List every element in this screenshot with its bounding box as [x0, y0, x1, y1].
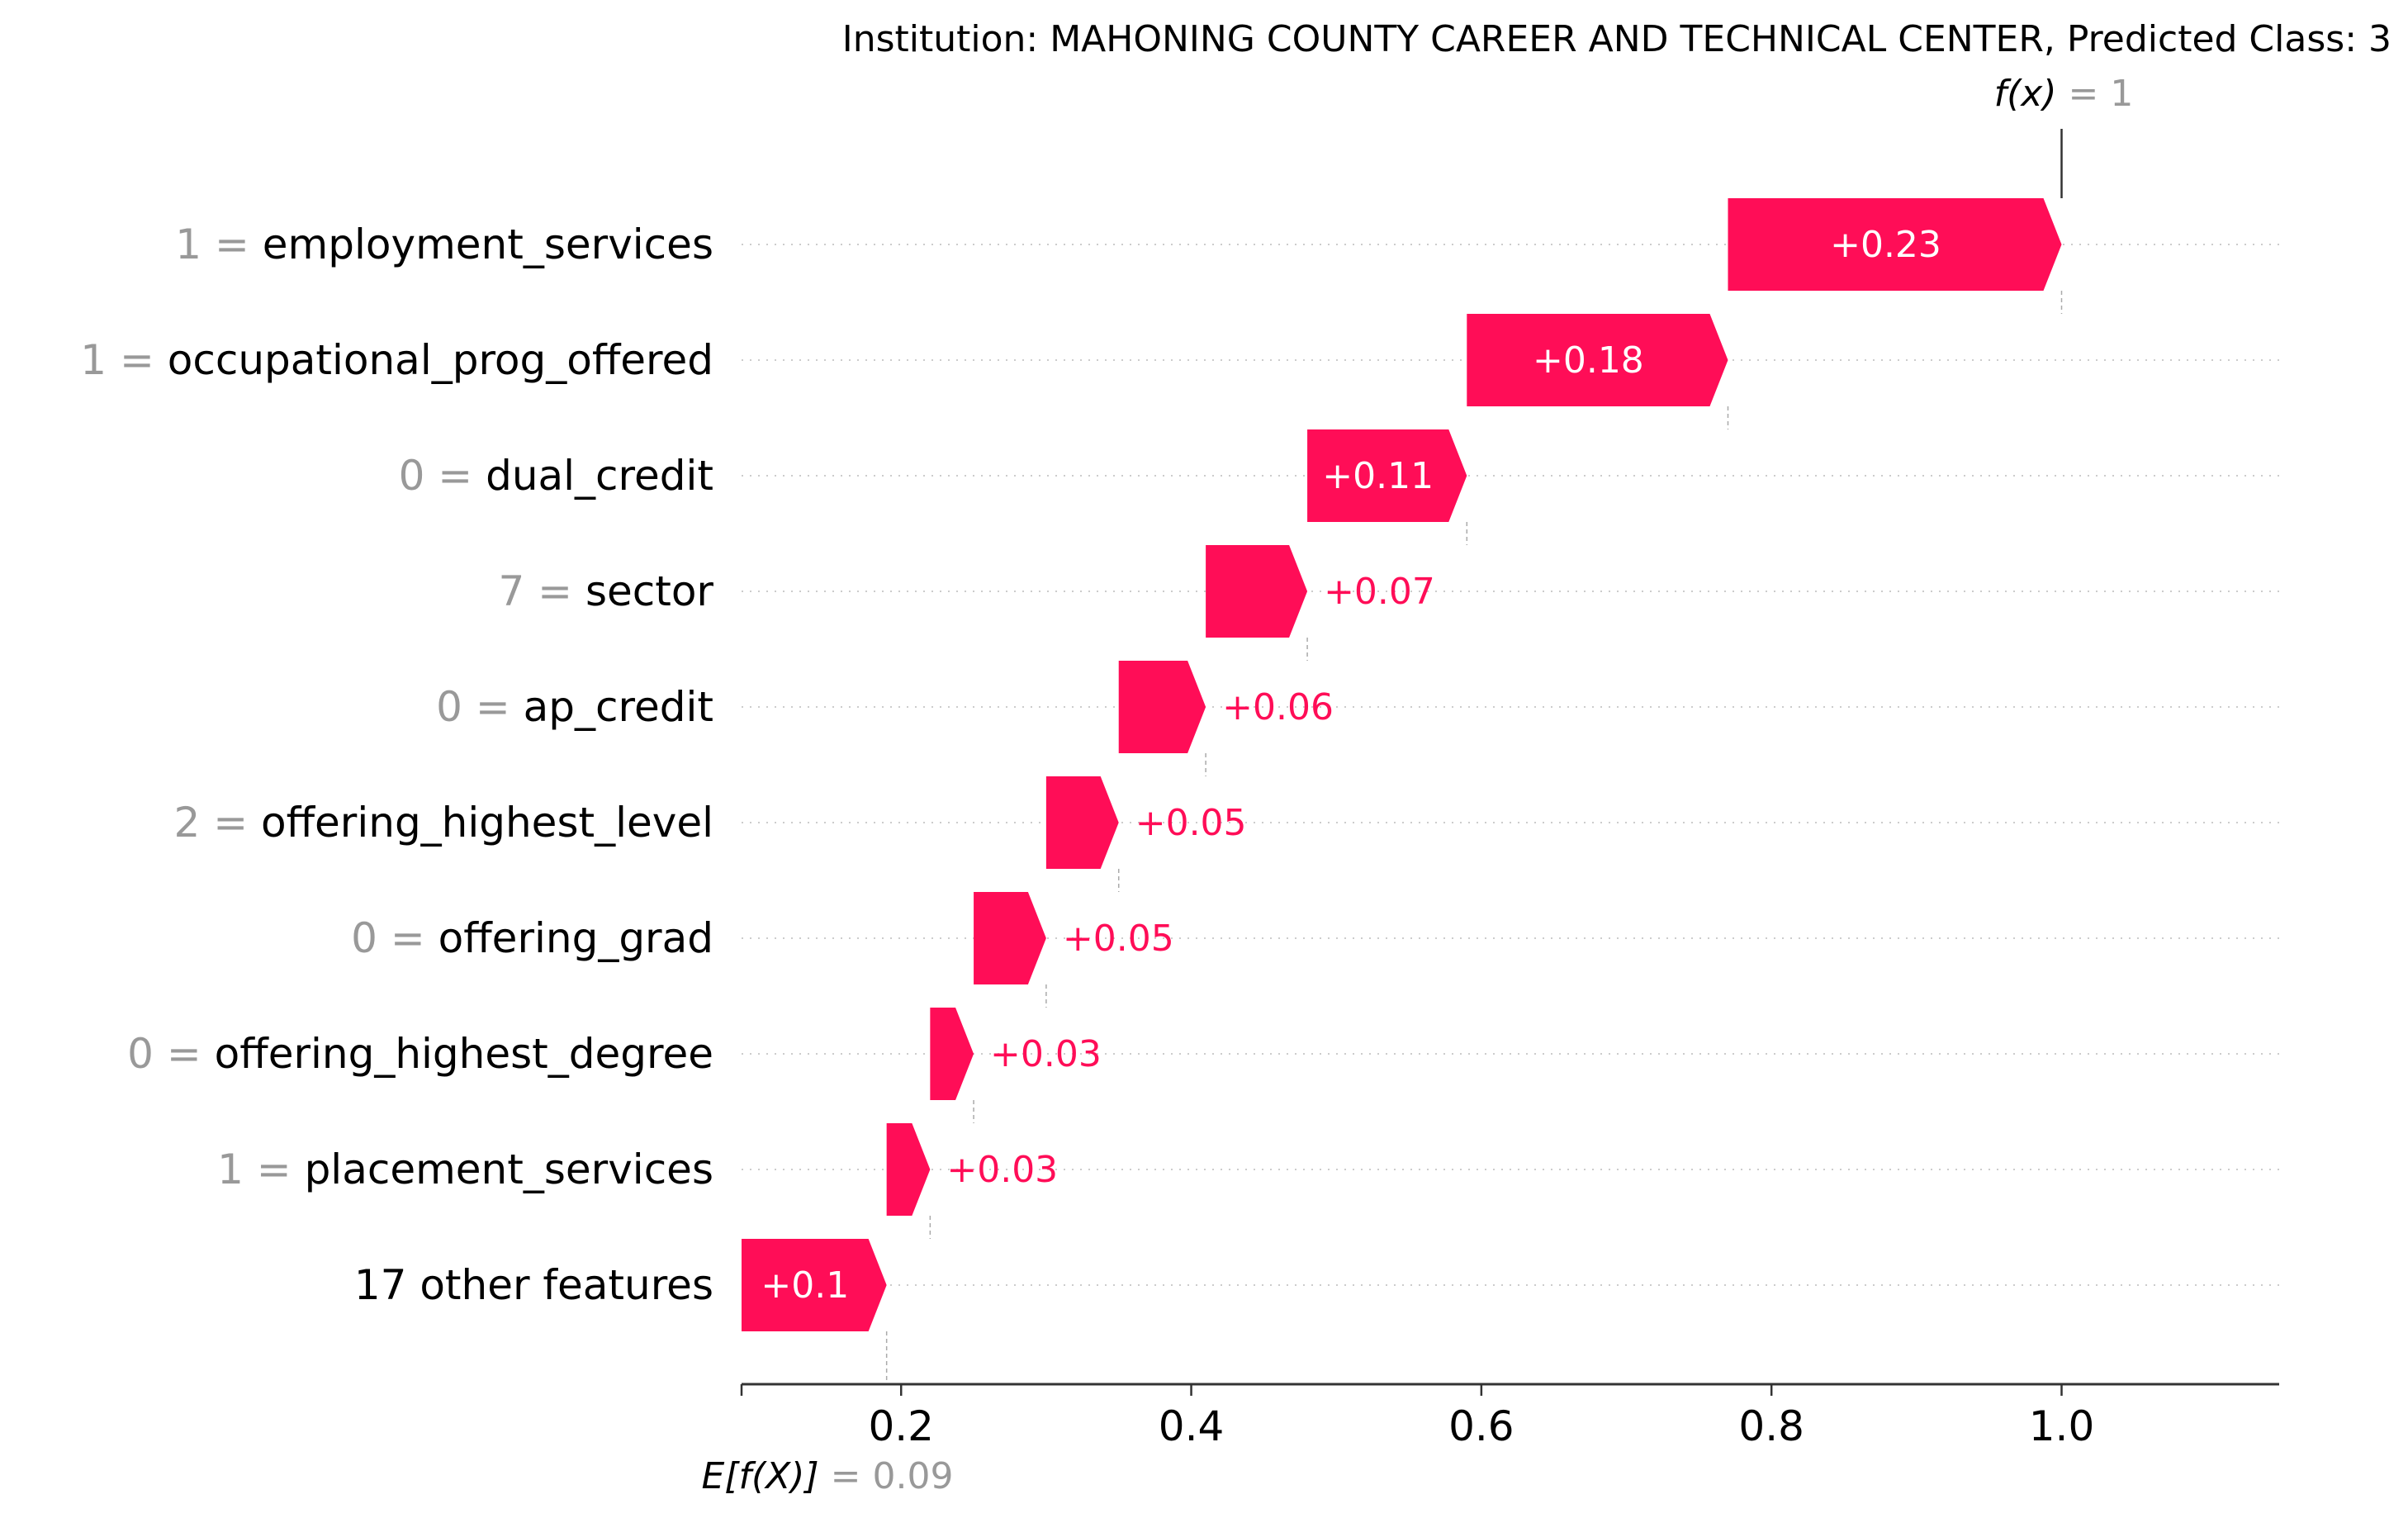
feature-label: 2 = offering_highest_level: [174, 799, 714, 847]
feature-name: dual_credit: [486, 452, 713, 500]
feature-value: 1 =: [217, 1146, 305, 1193]
feature-name: 17 other features: [354, 1261, 713, 1309]
feature-value: 1 =: [80, 336, 168, 384]
feature-name: offering_grad: [438, 914, 713, 962]
contribution-label: +0.06: [1222, 686, 1334, 728]
feature-name: sector: [585, 567, 713, 615]
x-axis: 0.2 0.4 0.6 0.8 1.0: [740, 1383, 2279, 1450]
fx-label: f(x) = 1: [1994, 73, 2134, 115]
contribution-bar: [1307, 429, 1467, 522]
fx-equals: =: [2057, 73, 2111, 115]
feature-value: 2 =: [174, 799, 262, 847]
contribution-label: +0.05: [1063, 918, 1174, 960]
contribution-bar: [1045, 776, 1119, 869]
x-tick-label: 0.4: [1159, 1402, 1225, 1450]
feature-name: occupational_prog_offered: [168, 336, 713, 384]
base-symbol: E[f(X)]: [702, 1455, 819, 1497]
feature-name: placement_services: [305, 1146, 713, 1193]
contribution-label: +0.1: [761, 1264, 849, 1307]
feature-label: 7 = sector: [498, 567, 713, 615]
chart-rows: +0.23 1 = employment_services +0.18 1 = occ…: [80, 129, 2279, 1384]
contribution-label: +0.03: [990, 1033, 1102, 1075]
chart-title: Institution: MAHONING COUNTY CAREER AND …: [842, 18, 2391, 60]
contribution-label: +0.11: [1322, 455, 1434, 497]
feature-value: 0 =: [127, 1030, 215, 1078]
x-tick-label: 1.0: [2029, 1402, 2095, 1450]
feature-label: 0 = dual_credit: [399, 452, 713, 500]
x-tick-label: 0.2: [868, 1402, 934, 1450]
feature-value: 0 =: [399, 452, 486, 500]
contribution-bar: [930, 1008, 974, 1100]
base-value-label: E[f(X)] = 0.09: [702, 1455, 954, 1497]
feature-label: 17 other features: [354, 1261, 713, 1309]
contribution-label: +0.05: [1135, 802, 1247, 844]
contribution-bar: [1467, 314, 1728, 406]
x-tick-label: 0.6: [1448, 1402, 1514, 1450]
contribution-label: +0.23: [1830, 224, 1941, 266]
feature-label: 1 = occupational_prog_offered: [80, 336, 713, 384]
fx-value: 1: [2110, 73, 2133, 115]
x-tick-label: 0.8: [1738, 1402, 1804, 1450]
feature-label: 0 = offering_grad: [351, 914, 713, 962]
feature-name: ap_credit: [524, 683, 713, 731]
contribution-bar: [1206, 545, 1308, 638]
contribution-bar: [1118, 661, 1206, 753]
feature-label: 0 = offering_highest_degree: [127, 1030, 713, 1078]
feature-label: 1 = employment_services: [175, 221, 713, 268]
feature-name: offering_highest_degree: [215, 1030, 713, 1078]
contribution-bar: [1728, 198, 2062, 291]
feature-value: 0 =: [351, 914, 438, 962]
feature-value: 7 =: [498, 567, 585, 615]
contribution-label: +0.07: [1324, 571, 1435, 613]
contribution-label: +0.18: [1533, 339, 1644, 382]
feature-value: 0 =: [436, 683, 524, 731]
contribution-label: +0.03: [946, 1149, 1058, 1191]
base-equals: =: [819, 1455, 873, 1497]
fx-symbol: f(x): [1994, 73, 2057, 115]
feature-name: employment_services: [263, 221, 713, 268]
contribution-bar: [886, 1123, 931, 1216]
feature-name: offering_highest_level: [261, 799, 713, 847]
feature-label: 1 = placement_services: [217, 1146, 713, 1193]
feature-label: 0 = ap_credit: [436, 683, 713, 731]
contribution-bar: [974, 892, 1046, 984]
base-value: 0.09: [872, 1455, 953, 1497]
feature-value: 1 =: [175, 221, 263, 268]
contribution-bar: [742, 1239, 887, 1331]
